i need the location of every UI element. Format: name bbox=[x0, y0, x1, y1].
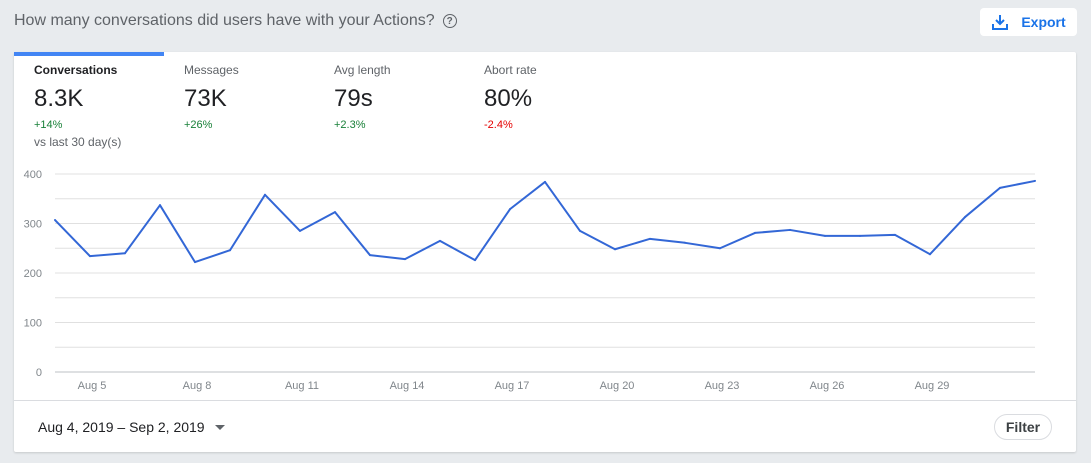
data-point bbox=[439, 239, 441, 242]
x-tick-label: Aug 14 bbox=[390, 380, 425, 392]
x-tick-label: Aug 5 bbox=[78, 380, 107, 392]
data-point bbox=[54, 219, 56, 222]
data-point bbox=[579, 229, 581, 232]
data-point bbox=[614, 248, 616, 251]
metrics-card: Conversations 8.3K +14% vs last 30 day(s)… bbox=[14, 52, 1076, 452]
data-point bbox=[369, 254, 371, 257]
x-tick-label: Aug 23 bbox=[705, 380, 740, 392]
y-tick-label: 0 bbox=[36, 367, 42, 379]
data-point bbox=[159, 204, 161, 207]
data-point bbox=[649, 237, 651, 240]
y-tick-label: 200 bbox=[24, 268, 42, 280]
x-tick-label: Aug 8 bbox=[183, 380, 212, 392]
data-point bbox=[334, 211, 336, 214]
data-point bbox=[229, 249, 231, 252]
y-tick-label: 100 bbox=[24, 318, 42, 330]
title-text: How many conversations did users have wi… bbox=[14, 12, 435, 29]
export-button[interactable]: Export bbox=[980, 8, 1077, 36]
page-title: How many conversations did users have wi… bbox=[14, 12, 457, 30]
export-label: Export bbox=[1021, 14, 1066, 30]
x-tick-label: Aug 17 bbox=[495, 380, 530, 392]
data-point bbox=[194, 261, 196, 264]
data-point bbox=[824, 234, 826, 237]
tab-label: Messages bbox=[184, 63, 239, 77]
x-tick-label: Aug 20 bbox=[600, 380, 635, 392]
metric-change: -2.4% bbox=[484, 119, 513, 131]
comparison-label: vs last 30 day(s) bbox=[34, 135, 122, 149]
metric-value: 8.3K bbox=[34, 85, 84, 112]
series-line bbox=[54, 179, 1036, 264]
data-point bbox=[509, 208, 511, 211]
tab-label: Avg length bbox=[334, 63, 391, 77]
x-tick-label: Aug 11 bbox=[285, 380, 319, 392]
data-point bbox=[264, 193, 266, 196]
data-point bbox=[789, 228, 791, 231]
tab-conversations[interactable]: Conversations 8.3K +14% vs last 30 day(s) bbox=[14, 52, 164, 152]
data-point bbox=[1034, 179, 1036, 182]
card-footer: Aug 4, 2019 – Sep 2, 2019 Filter bbox=[14, 400, 1076, 452]
y-tick-label: 300 bbox=[24, 219, 42, 231]
tab-label: Abort rate bbox=[484, 63, 537, 77]
metric-change: +2.3% bbox=[334, 119, 366, 131]
x-tick-label: Aug 29 bbox=[915, 380, 950, 392]
data-point bbox=[89, 255, 91, 258]
data-point bbox=[719, 247, 721, 250]
metric-value: 73K bbox=[184, 85, 227, 112]
y-tick-label: 400 bbox=[24, 169, 42, 181]
data-point bbox=[754, 231, 756, 234]
line-chart: 0 100 200 300 400 Aug 5 Aug 8 Aug 11 Aug 14 Aug 1… bbox=[24, 169, 1036, 392]
data-point bbox=[999, 186, 1001, 189]
data-point bbox=[859, 234, 861, 237]
data-point bbox=[929, 253, 931, 256]
filter-button[interactable]: Filter bbox=[994, 414, 1052, 440]
metric-change: +14% bbox=[34, 119, 63, 131]
date-range-label: Aug 4, 2019 – Sep 2, 2019 bbox=[38, 419, 205, 435]
metric-value: 79s bbox=[334, 85, 373, 112]
data-point bbox=[964, 216, 966, 219]
data-point bbox=[124, 252, 126, 255]
data-point bbox=[404, 258, 406, 261]
x-tick-label: Aug 26 bbox=[810, 380, 845, 392]
help-circle-icon[interactable]: ? bbox=[442, 14, 457, 28]
date-range-dropdown[interactable]: Aug 4, 2019 – Sep 2, 2019 bbox=[38, 419, 225, 435]
data-point bbox=[544, 180, 546, 183]
tab-label: Conversations bbox=[34, 63, 118, 77]
download-icon bbox=[992, 15, 1009, 30]
tab-abort-rate[interactable]: Abort rate 80% -2.4% bbox=[464, 52, 614, 152]
data-point bbox=[474, 259, 476, 262]
metric-change: +26% bbox=[184, 119, 213, 131]
caret-down-icon bbox=[214, 424, 225, 430]
tab-avg-length[interactable]: Avg length 79s +2.3% bbox=[314, 52, 464, 152]
data-point bbox=[684, 241, 686, 244]
tab-messages[interactable]: Messages 73K +26% bbox=[164, 52, 314, 152]
metric-value: 80% bbox=[484, 85, 533, 112]
data-point bbox=[299, 229, 301, 232]
data-point bbox=[894, 233, 896, 236]
